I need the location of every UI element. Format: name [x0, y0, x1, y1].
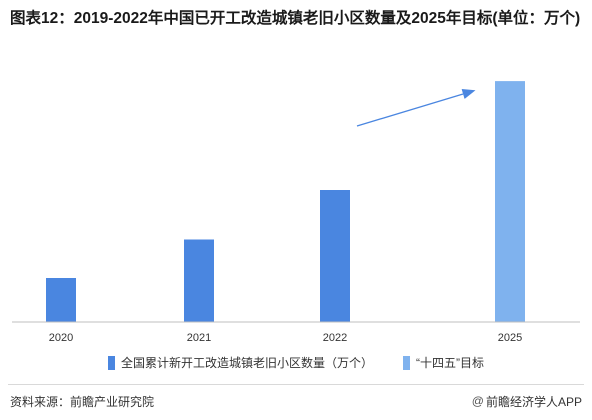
bar-2021-series-0: [184, 239, 214, 322]
bar-chart: 2020 2021 2022 2025: [12, 81, 580, 344]
chart-title: 图表12：2019-2022年中国已开工改造城镇老旧小区数量及2025年目标(单…: [10, 10, 581, 27]
legend-swatch-cumulative: [107, 355, 115, 370]
legend-item-cumulative: 全国累计新开工改造城镇老旧小区数量（万个）: [107, 354, 373, 371]
at-icon: @: [471, 394, 484, 408]
x-tick-2025: 2025: [498, 332, 522, 344]
brand: @ 前瞻经济学人APP: [472, 393, 582, 410]
x-tick-2022: 2022: [323, 332, 347, 344]
bar-2025-series-1: [495, 81, 525, 322]
legend-item-target: “十四五”目标: [403, 354, 484, 371]
bar-2022-series-0: [320, 190, 350, 322]
footer: 资料来源：前瞻产业研究院 @ 前瞻经济学人APP: [10, 392, 582, 410]
legend-label-cumulative: 全国累计新开工改造城镇老旧小区数量（万个）: [120, 356, 373, 370]
legend-label-target: “十四五”目标: [416, 356, 484, 370]
legend: 全国累计新开工改造城镇老旧小区数量（万个） “十四五”目标: [0, 354, 592, 371]
x-tick-2020: 2020: [49, 332, 73, 344]
legend-swatch-target: [403, 355, 410, 370]
trend-arrow: [356, 89, 476, 127]
brand-text: 前瞻经济学人APP: [485, 394, 582, 409]
bar-2020-series-0: [46, 278, 76, 322]
footer-divider: [8, 384, 584, 385]
source-text: 资料来源：前瞻产业研究院: [10, 394, 155, 409]
x-tick-2021: 2021: [187, 332, 211, 344]
